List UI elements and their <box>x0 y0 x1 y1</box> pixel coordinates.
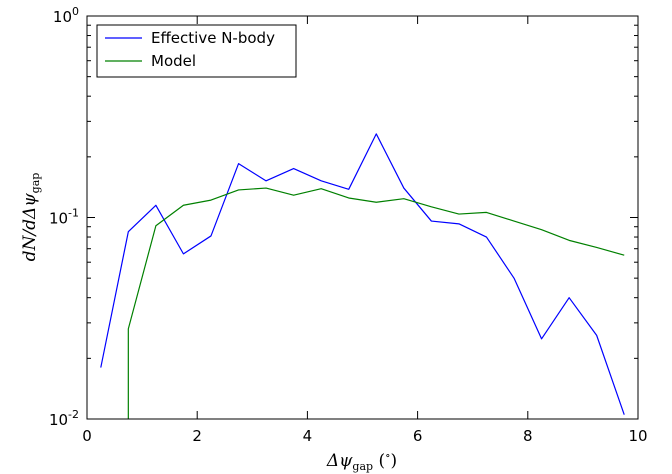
legend: Effective N-body Model <box>96 24 297 78</box>
y-tick-label: 100 <box>53 5 79 26</box>
x-tick-label: 10 <box>628 427 647 445</box>
legend-label-effective-n-body: Effective N-body <box>151 29 275 47</box>
axes-layer: 0 2 4 6 8 10 100 10-1 10-2 <box>49 5 648 445</box>
y-axis-label: dN/dΔψgap <box>20 173 42 262</box>
legend-box <box>96 24 297 78</box>
y-tick-label: 10-1 <box>49 207 79 228</box>
x-tick-label: 0 <box>82 427 92 445</box>
plot-frame <box>86 15 639 420</box>
x-tick-label: 2 <box>192 427 202 445</box>
series-line-model <box>127 187 625 419</box>
y-tick-label: 10-2 <box>49 408 79 429</box>
x-tick-label: 8 <box>523 427 533 445</box>
legend-label-model: Model <box>151 52 196 70</box>
series-layer <box>100 133 625 419</box>
x-tick-label: 6 <box>413 427 423 445</box>
x-axis-label: Δψgap (∘) <box>326 449 397 473</box>
x-tick-label: 4 <box>303 427 313 445</box>
plot-area <box>87 16 638 419</box>
series-line-effective-n-body <box>100 133 625 415</box>
